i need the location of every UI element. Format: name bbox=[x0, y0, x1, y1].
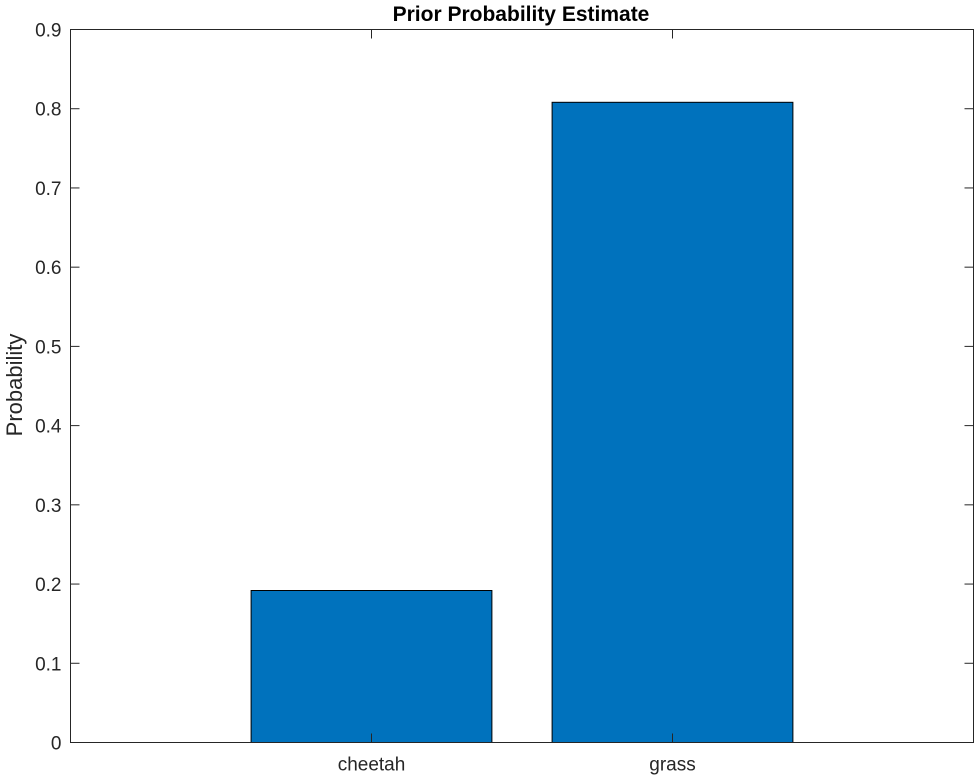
bar-grass bbox=[551, 101, 794, 744]
plot-frame bbox=[70, 29, 974, 743]
x-tick-label-cheetah: cheetah bbox=[338, 755, 406, 776]
y-axis-label: Probability bbox=[2, 334, 27, 437]
y-tick-label: 0.1 bbox=[35, 654, 61, 675]
y-tick-label: 0.5 bbox=[35, 337, 61, 358]
y-tick-label: 0.6 bbox=[35, 258, 61, 279]
y-tick-label: 0.7 bbox=[35, 179, 61, 200]
bar-cheetah bbox=[250, 590, 493, 743]
ticks-layer: 0 0.1 0.2 0.3 0.4 0.5 0.6 0.7 0.8 0.9 cheetah grass bbox=[35, 21, 974, 776]
x-tick-label-grass: grass bbox=[649, 755, 695, 776]
y-tick-label: 0.3 bbox=[35, 496, 61, 517]
chart-title: Prior Probability Estimate bbox=[393, 3, 650, 26]
y-tick-label: 0.4 bbox=[35, 417, 62, 438]
y-tick-label: 0.8 bbox=[35, 100, 61, 121]
y-tick-label: 0.9 bbox=[35, 21, 61, 42]
y-tick-label: 0 bbox=[51, 734, 62, 755]
y-tick-label: 0.2 bbox=[35, 575, 61, 596]
bars-layer bbox=[250, 101, 794, 744]
